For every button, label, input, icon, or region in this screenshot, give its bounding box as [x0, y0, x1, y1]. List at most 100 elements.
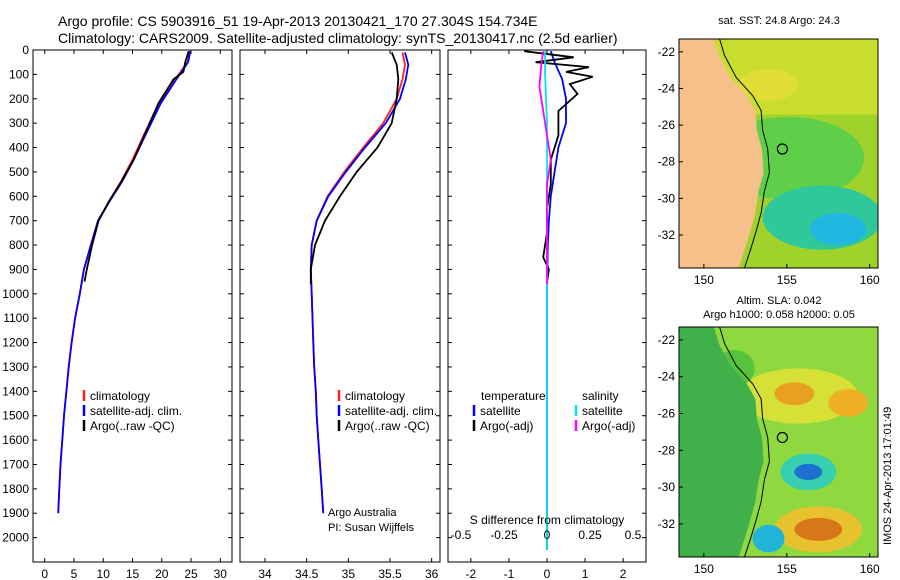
depth-tick-label: 500: [9, 165, 29, 179]
map-lat-label: -32: [658, 517, 676, 531]
depth-tick-label: 600: [9, 189, 29, 203]
sla-map-title: Altim. SLA: 0.042: [737, 295, 822, 307]
x-tick-label: 10: [97, 567, 111, 580]
depth-tick-label: 700: [9, 214, 29, 228]
legend-label: satellite-adj. clim.: [90, 404, 182, 418]
x-tick-label: 0: [544, 567, 551, 580]
map-lat-label: -22: [658, 45, 676, 59]
plot-frame-temperature: [32, 49, 233, 563]
map-lat-label: -28: [658, 443, 676, 457]
map-lon-label: 155: [777, 273, 797, 287]
map-lat-label: -24: [658, 370, 676, 384]
legend-label: Argo(-adj): [582, 419, 635, 433]
figure-title-line1: Argo profile: CS 5903916_51 19-Apr-2013 …: [58, 13, 538, 29]
sla-high-core: [774, 382, 815, 406]
map-lon-label: 160: [860, 562, 880, 576]
series-line-satellite-adj-clim-: [309, 52, 410, 514]
x-tick-label: 15: [126, 567, 140, 580]
depth-tick-label: 300: [9, 116, 29, 130]
map-lat-label: -26: [658, 118, 676, 132]
s-tick-label: -0.25: [490, 528, 518, 542]
x-tick-label: 34: [258, 567, 272, 580]
map-lat-label: -32: [658, 228, 676, 242]
land-australia: [679, 39, 764, 268]
x-tick-label: -1: [504, 567, 515, 580]
s-tick-label: -0.5: [451, 528, 472, 542]
shelf-contour: [719, 39, 770, 268]
figure-title-line2: Climatology: CARS2009. Satellite-adjuste…: [58, 30, 618, 46]
legend-label: Argo(..raw -QC): [345, 419, 430, 433]
x-tick-label: 35: [342, 567, 356, 580]
map-lat-label: -28: [658, 155, 676, 169]
map-lat-label: -30: [658, 480, 676, 494]
depth-tick-label: 1200: [2, 336, 29, 350]
note-pi-name: PI: Susan Wijffels: [328, 522, 414, 534]
legend-label: climatology: [90, 389, 150, 403]
x-tick-label: 2: [620, 567, 627, 580]
depth-tick-label: 1700: [2, 457, 29, 471]
plot-frame-salinity: [239, 49, 441, 563]
depth-tick-label: 1600: [2, 433, 29, 447]
depth-tick-label: 1900: [2, 506, 29, 520]
map-lat-label: -22: [658, 333, 676, 347]
series-line-argo-raw-qc-: [309, 52, 400, 285]
x-tick-label: 35.5: [378, 567, 402, 580]
legend-label: Argo(..raw -QC): [90, 419, 175, 433]
depth-tick-label: 200: [9, 92, 29, 106]
x-tick-label: 5: [71, 567, 78, 580]
x-tick-label: -2: [466, 567, 477, 580]
sla-low: [752, 524, 785, 553]
x-tick-label: 30: [214, 567, 228, 580]
sla-map-subtitle: Argo h1000: 0.058 h2000: 0.05: [703, 309, 855, 321]
map-lon-label: 160: [860, 273, 880, 287]
argo-position-marker: [776, 143, 788, 155]
land-australia: [679, 327, 764, 557]
sst-map: [679, 39, 878, 268]
s-tick-label: 0: [544, 528, 551, 542]
map-lat-label: -26: [658, 406, 676, 420]
x-tick-label: 25: [184, 567, 198, 580]
legend-label: Argo(-adj): [480, 419, 533, 433]
series-line-satellite-adj-clim-: [57, 51, 192, 514]
map-lon-label: 150: [694, 562, 714, 576]
depth-tick-label: 800: [9, 238, 29, 252]
argo-position-marker: [776, 431, 788, 444]
s-tick-label: 0.25: [578, 528, 602, 542]
note-argo-australia: Argo Australia: [328, 507, 397, 519]
depth-tick-label: 400: [9, 141, 29, 155]
x-tick-label: 0: [41, 567, 48, 580]
depth-tick-label: 100: [9, 67, 29, 81]
sla-high-core: [828, 389, 869, 417]
warm-patch: [738, 68, 799, 101]
s-tick-label: 0.5: [625, 528, 642, 542]
x-tick-label: 1: [582, 567, 589, 580]
depth-tick-label: 0: [22, 43, 29, 57]
sla-map: [679, 327, 878, 557]
map-lat-label: -24: [658, 81, 676, 95]
cold-patch: [810, 213, 867, 246]
sst-map-title: sat. SST: 24.8 Argo: 24.3: [718, 15, 840, 27]
series-line-argo-raw-qc-: [83, 50, 190, 282]
legend-title-salinity: salinity: [582, 389, 619, 403]
depth-tick-label: 1100: [3, 311, 29, 325]
legend-title-temperature: temperature: [481, 389, 546, 403]
salinity-axis-label: S difference from climatology: [470, 513, 625, 527]
map-lat-label: -30: [658, 191, 676, 205]
legend-label: satellite: [582, 404, 623, 418]
legend-label: satellite-adj. clim.: [345, 404, 437, 418]
map-lon-label: 155: [777, 562, 797, 576]
sla-high-core: [794, 517, 843, 541]
depth-tick-label: 1400: [2, 384, 29, 398]
map-frame: [678, 326, 879, 558]
shelf-contour: [719, 327, 770, 557]
legend-label: satellite: [480, 404, 521, 418]
depth-tick-label: 1000: [2, 287, 29, 301]
x-tick-label: 34.5: [295, 567, 319, 580]
x-tick-label: 20: [155, 567, 169, 580]
depth-tick-label: 1800: [2, 482, 29, 496]
sla-low-core: [794, 463, 823, 480]
map-frame: [678, 38, 879, 269]
depth-tick-label: 900: [9, 262, 29, 276]
x-tick-label: 36: [425, 567, 439, 580]
